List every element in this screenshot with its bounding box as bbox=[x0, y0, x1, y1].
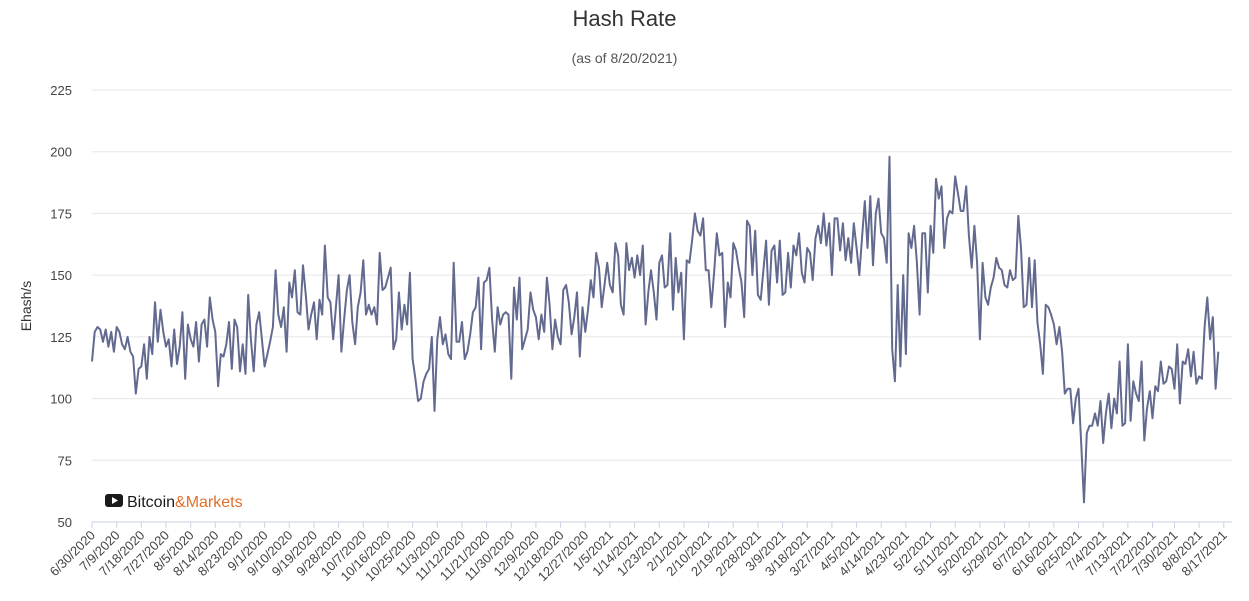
y-tick-label: 125 bbox=[50, 330, 72, 345]
grid-lines bbox=[92, 89, 1232, 461]
y-tick-label: 50 bbox=[58, 515, 72, 530]
watermark-text-bitcoin: Bitcoin bbox=[127, 494, 175, 511]
y-tick-label: 175 bbox=[50, 206, 72, 221]
y-tick-label: 225 bbox=[50, 83, 72, 98]
svg-text:Bitcoin&Markets: Bitcoin&Markets bbox=[127, 494, 243, 511]
y-tick-label: 200 bbox=[50, 145, 72, 160]
x-tick-labels: 6/30/20207/9/20207/18/20207/27/20208/5/2… bbox=[47, 528, 1230, 585]
watermark-text-markets: &Markets bbox=[175, 494, 243, 511]
y-tick-labels: 50 75 100 125 150 175 200 225 bbox=[50, 83, 72, 530]
y-tick-label: 150 bbox=[50, 268, 72, 283]
y-axis-label: Ehash/s bbox=[18, 281, 34, 332]
play-icon-triangle bbox=[112, 497, 118, 504]
series-line bbox=[91, 155, 1220, 504]
y-tick-label: 75 bbox=[58, 453, 72, 468]
watermark-logo: Bitcoin&Markets bbox=[105, 494, 243, 511]
chart-subtitle: (as of 8/20/2021) bbox=[571, 50, 678, 66]
chart-title: Hash Rate bbox=[572, 6, 677, 31]
x-axis bbox=[91, 521, 1232, 528]
y-tick-label: 100 bbox=[50, 392, 72, 407]
